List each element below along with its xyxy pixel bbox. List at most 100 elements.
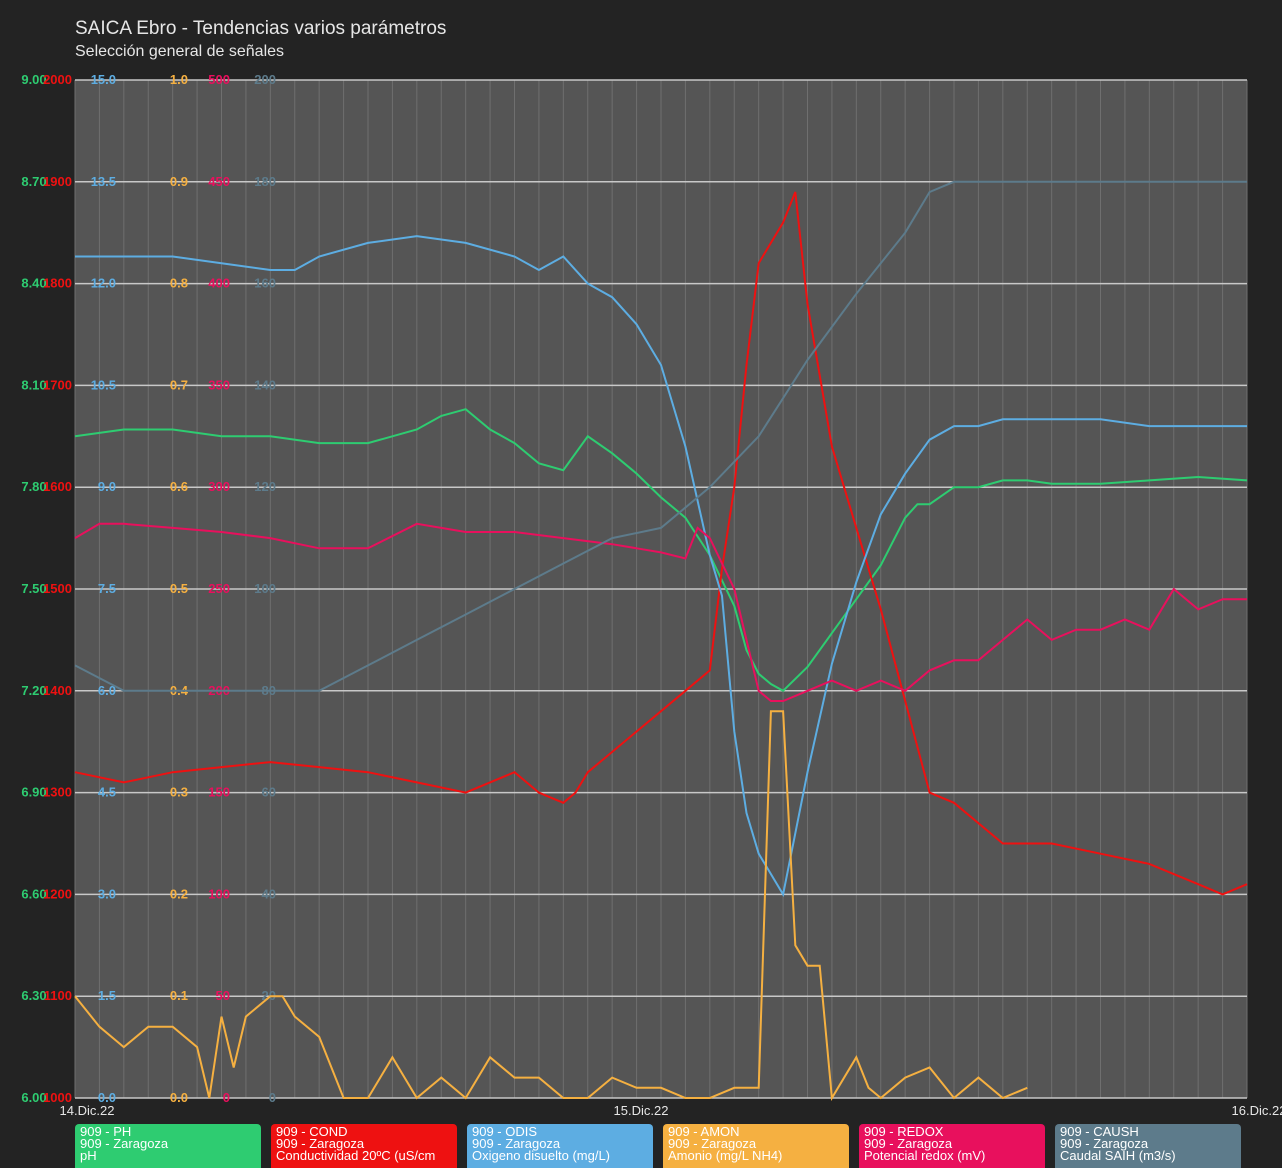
- y-tick-label: 0.9: [170, 174, 188, 189]
- y-tick-label: 0.7: [170, 377, 188, 392]
- y-tick-label: 8.70: [21, 174, 46, 189]
- series-line: [75, 235, 1247, 898]
- series-line: [74, 191, 1248, 896]
- y-tick-label: 300: [208, 479, 230, 494]
- y-tick-label: 1700: [43, 377, 72, 392]
- y-tick-label: 100: [208, 886, 230, 901]
- series-line: [74, 180, 1247, 692]
- chart-subtitle: Selección general de señales: [75, 43, 285, 60]
- y-tick-label: 6.30: [21, 988, 46, 1003]
- y-tick-label: 0.5: [170, 581, 188, 596]
- legend-item[interactable]: 909 - REDOX 909 - Zaragoza Potencial redox…: [859, 1124, 1045, 1168]
- y-tick-label: 0: [269, 1090, 276, 1105]
- legend-text: 909 - AMON: [668, 1124, 740, 1139]
- legend-text: pH: [80, 1148, 97, 1163]
- y-tick-label: 200: [254, 72, 276, 87]
- y-tick-label: 9.0: [98, 479, 116, 494]
- x-tick-label: 15.Dic.22: [614, 1103, 669, 1118]
- y-tick-label: 8.40: [21, 276, 46, 291]
- y-tick-label: 500: [208, 72, 230, 87]
- legend-text: Oxigeno disuelto (mg/L): [472, 1148, 611, 1163]
- y-tick-label: 0.2: [170, 886, 188, 901]
- legend-text: 909 - Zaragoza: [80, 1136, 169, 1151]
- legend-text: 909 - ODIS: [472, 1124, 538, 1139]
- y-tick-label: 1.5: [98, 988, 116, 1003]
- y-tick-label: 180: [254, 174, 276, 189]
- y-tick-label: 3.0: [98, 886, 116, 901]
- y-tick-label: 9.00: [21, 72, 46, 87]
- y-tick-label: 140: [254, 377, 276, 392]
- y-tick-label: 0.3: [170, 785, 188, 800]
- legend-text: 909 - COND: [276, 1124, 348, 1139]
- y-tick-label: 6.60: [21, 886, 46, 901]
- y-tick-label: 0: [223, 1090, 230, 1105]
- y-tick-label: 0.6: [170, 479, 188, 494]
- y-tick-label: 1300: [43, 785, 72, 800]
- y-tick-label: 6.0: [98, 683, 116, 698]
- y-tick-label: 6.00: [21, 1090, 46, 1105]
- legend-text: 909 - PH: [80, 1124, 132, 1139]
- y-tick-label: 7.80: [21, 479, 46, 494]
- y-tick-label: 150: [208, 785, 230, 800]
- y-tick-label: 1000: [43, 1090, 72, 1105]
- y-tick-label: 0.0: [170, 1090, 188, 1105]
- series-line: [74, 710, 1028, 1102]
- y-tick-label: 1400: [43, 683, 72, 698]
- y-tick-label: 1.0: [170, 72, 188, 87]
- legend-text: 909 - Zaragoza: [276, 1136, 365, 1151]
- y-tick-label: 1500: [43, 581, 72, 596]
- legend-item[interactable]: 909 - AMON 909 - Zaragoza Amonio (mg/L NH4…: [663, 1124, 849, 1168]
- y-tick-label: 7.50: [21, 581, 46, 596]
- y-tick-label: 13.5: [91, 174, 116, 189]
- legend-text: 909 - Zaragoza: [472, 1136, 561, 1151]
- chart-title: SAICA Ebro - Tendencias varios parámetro…: [75, 18, 447, 39]
- y-tick-label: 7.5: [98, 581, 116, 596]
- legend-text: 909 - REDOX: [864, 1124, 944, 1139]
- legend-text: 909 - Zaragoza: [864, 1136, 953, 1151]
- legend-item[interactable]: 909 - ODIS 909 - Zaragoza Oxigeno disuelto…: [467, 1124, 653, 1168]
- y-tick-label: 400: [208, 276, 230, 291]
- y-tick-label: 10.5: [91, 377, 116, 392]
- y-tick-label: 0.8: [170, 276, 188, 291]
- y-tick-label: 2000: [43, 72, 72, 87]
- legend-text: 909 - CAUSH: [1060, 1124, 1139, 1139]
- legend-item[interactable]: 909 - COND 909 - Zaragoza Conductividad 20…: [271, 1124, 457, 1168]
- y-tick-label: 100: [254, 581, 276, 596]
- legend-text: 909 - Zaragoza: [1060, 1136, 1149, 1151]
- x-tick-label: 16.Dic.22: [1232, 1103, 1282, 1118]
- y-tick-label: 8.10: [21, 377, 46, 392]
- y-tick-label: 1900: [43, 174, 72, 189]
- legend-text: Potencial redox (mV): [864, 1148, 986, 1163]
- legend-text: Conductividad 20ºC (uS/cm: [276, 1148, 436, 1163]
- y-tick-label: 4.5: [98, 785, 116, 800]
- y-tick-label: 1800: [43, 276, 72, 291]
- y-tick-label: 450: [208, 174, 230, 189]
- y-tick-label: 1200: [43, 886, 72, 901]
- y-tick-label: 1600: [43, 479, 72, 494]
- y-tick-label: 50: [216, 988, 230, 1003]
- legend-text: Caudal SAIH (m3/s): [1060, 1148, 1176, 1163]
- legend-item[interactable]: 909 - CAUSH 909 - Zaragoza Caudal SAIH (m3…: [1055, 1124, 1241, 1168]
- y-tick-label: 6.90: [21, 785, 46, 800]
- y-tick-label: 1100: [44, 988, 72, 1003]
- legend-item[interactable]: 909 - PH 909 - Zaragoza pH: [75, 1124, 261, 1168]
- y-tick-label: 350: [208, 377, 230, 392]
- series-line: [74, 522, 1247, 702]
- legend: 909 - PH 909 - Zaragoza pH 909 - COND 909 - …: [0, 1124, 1282, 1168]
- y-tick-label: 40: [262, 886, 276, 901]
- y-tick-label: 15.0: [91, 72, 116, 87]
- y-tick-label: 0.0: [98, 1090, 116, 1105]
- y-tick-label: 7.20: [21, 683, 46, 698]
- y-tick-label: 12.0: [91, 276, 116, 291]
- y-tick-label: 160: [254, 276, 276, 291]
- legend-text: Amonio (mg/L NH4): [668, 1148, 783, 1163]
- y-tick-label: 250: [208, 581, 230, 596]
- series-line: [74, 408, 1248, 693]
- legend-text: 909 - Zaragoza: [668, 1136, 757, 1151]
- chart-svg: 6.006.306.606.907.207.507.808.108.408.70…: [21, 72, 1282, 1118]
- y-tick-label: 0.1: [170, 988, 188, 1003]
- y-tick-label: 120: [254, 479, 276, 494]
- y-tick-label: 60: [262, 785, 276, 800]
- x-tick-label: 14.Dic.22: [60, 1103, 115, 1118]
